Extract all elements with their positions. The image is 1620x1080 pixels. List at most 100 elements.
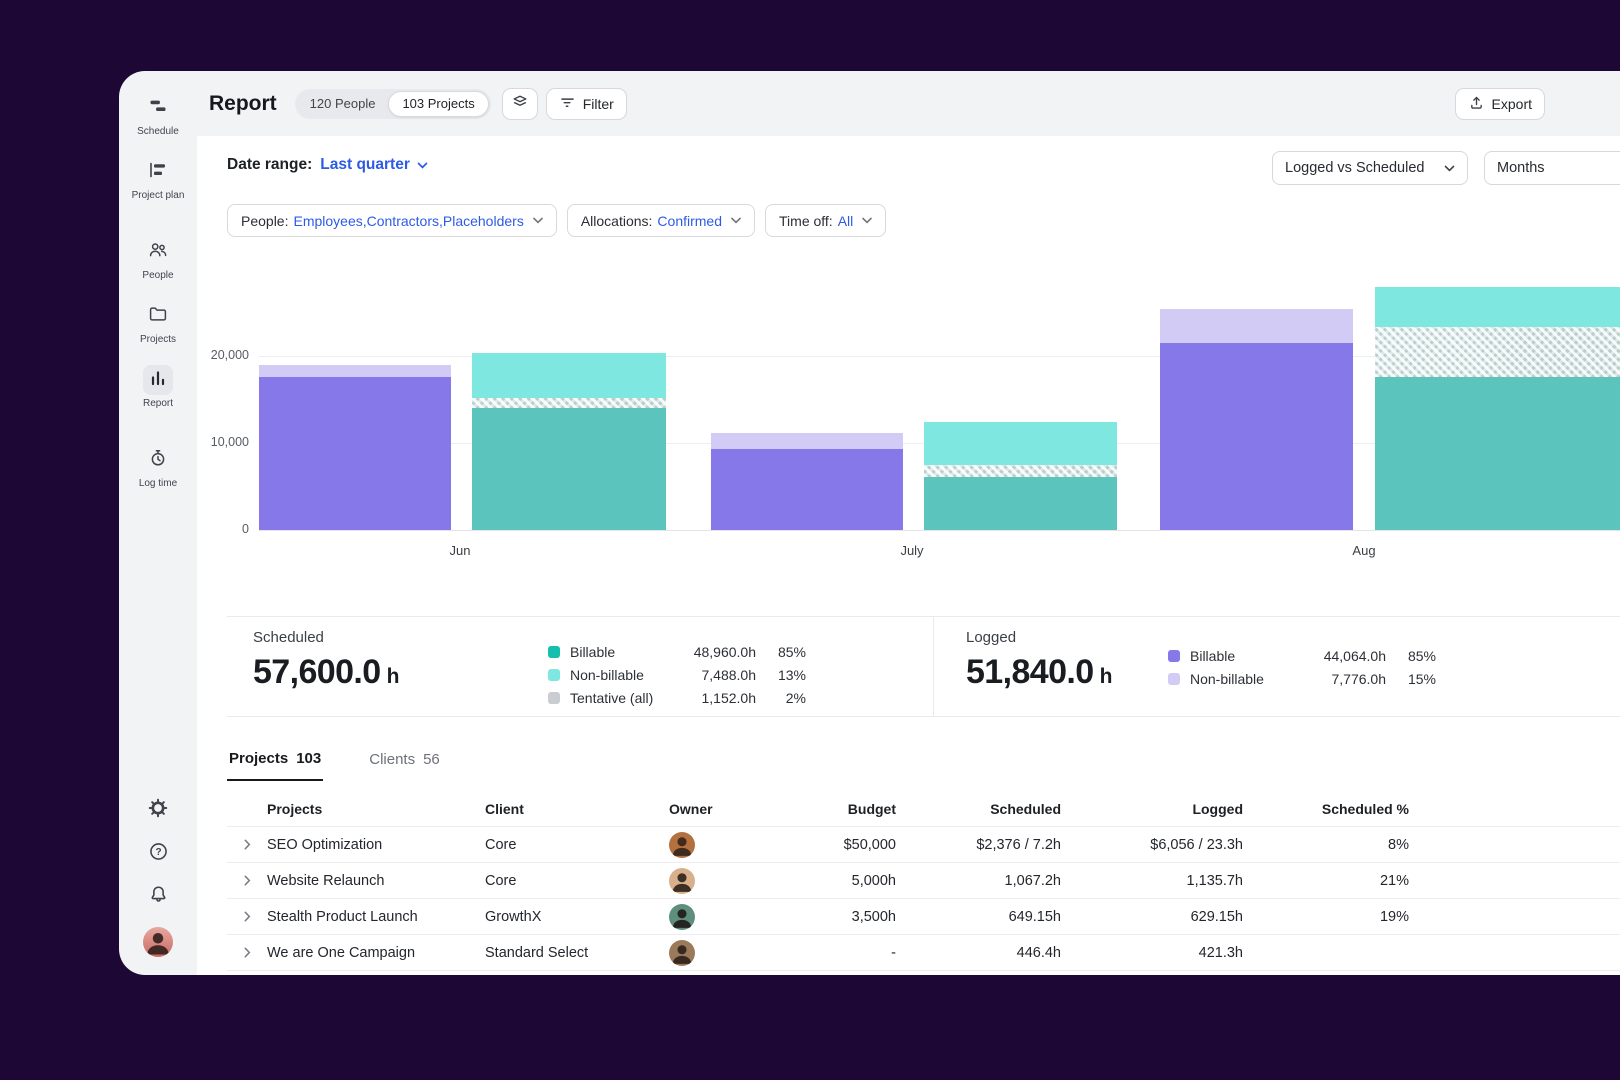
granularity-dropdown[interactable]: Months — [1484, 151, 1620, 185]
project-name: We are One Campaign — [267, 944, 416, 961]
scheduled-billable-segment — [472, 408, 666, 530]
x-tick-july: July — [900, 543, 924, 558]
schedule-icon — [148, 96, 168, 121]
app-window: Schedule Project plan People Projects Re… — [119, 71, 1620, 975]
col-scheduled-pct: Scheduled % — [1321, 800, 1409, 817]
owner-avatar[interactable] — [669, 903, 695, 930]
filter-button[interactable]: Filter — [545, 87, 627, 120]
toggle-projects[interactable]: 103 Projects — [388, 90, 489, 117]
chip-value: Confirmed — [657, 212, 723, 229]
sidebar-item-label: Log time — [138, 478, 178, 489]
logged-non-billable-segment — [711, 433, 903, 450]
logged-summary: Logged 51,840.0 h Billable 44,064.0h 85% … — [933, 617, 1620, 716]
logged-non-billable-segment — [259, 364, 451, 377]
scheduled-tentative-segment — [924, 464, 1117, 477]
date-range-control[interactable]: Date range: Last quarter — [227, 156, 428, 174]
scheduled-billable-segment — [924, 476, 1117, 530]
expand-chevron-icon[interactable] — [227, 911, 267, 922]
projects-table: Projects Client Owner Budget Scheduled L… — [227, 791, 1620, 971]
scheduled-tentative-segment — [1375, 326, 1620, 377]
table-row[interactable]: Website Relaunch Core 5,000h 1,067.2h 1,… — [227, 863, 1620, 899]
scheduled-bar-july[interactable] — [924, 421, 1117, 530]
sidebar-item-people[interactable]: People — [142, 237, 174, 281]
expand-chevron-icon[interactable] — [227, 947, 267, 958]
tab-clients[interactable]: Clients 56 — [367, 748, 442, 781]
client-name: Standard Select — [485, 944, 589, 961]
notifications-bell-icon[interactable] — [148, 884, 169, 910]
scheduled-summary: Scheduled 57,600.0 h Billable 48,960.0h 8… — [227, 617, 933, 716]
scheduled-non-billable-segment — [472, 353, 666, 399]
people-filter-chip[interactable]: People: Employees,Contractors,Placeholde… — [227, 204, 557, 237]
table-header-row: Projects Client Owner Budget Scheduled L… — [227, 791, 1620, 827]
granularity-value: Months — [1497, 160, 1545, 176]
svg-text:?: ? — [155, 847, 161, 858]
tab-count: 56 — [423, 751, 440, 768]
x-tick-jun: Jun — [449, 543, 471, 558]
table-row[interactable]: We are One Campaign Standard Select - 44… — [227, 935, 1620, 971]
projects-icon — [148, 304, 168, 329]
sidebar-item-projects[interactable]: Projects — [140, 301, 176, 345]
scheduled-tentative-segment — [472, 398, 666, 409]
report-icon — [148, 368, 168, 393]
owner-avatar[interactable] — [669, 939, 695, 966]
legend-row: Billable 44,064.0h 85% — [1168, 644, 1436, 667]
y-tick: 10,000 — [210, 435, 249, 449]
tab-projects[interactable]: Projects 103 — [227, 748, 324, 781]
legend-row: Non-billable 7,776.0h 15% — [1168, 667, 1436, 690]
expand-chevron-icon[interactable] — [227, 875, 267, 886]
logged-billable-segment — [259, 376, 451, 530]
help-icon[interactable]: ? — [148, 841, 169, 867]
view-mode-dropdown[interactable]: Logged vs Scheduled — [1272, 151, 1468, 185]
sidebar-item-schedule[interactable]: Schedule — [137, 93, 179, 137]
col-scheduled: Scheduled — [990, 800, 1061, 817]
tab-count: 103 — [296, 750, 322, 767]
filter-chips: People: Employees,Contractors,Placeholde… — [227, 204, 887, 237]
sidebar: Schedule Project plan People Projects Re… — [119, 71, 197, 975]
logged-label: Logged — [966, 629, 1017, 646]
sidebar-item-report[interactable]: Report — [142, 365, 173, 409]
allocations-filter-chip[interactable]: Allocations: Confirmed — [566, 204, 756, 237]
logged-bar-jun[interactable] — [259, 364, 451, 530]
toggle-people[interactable]: 120 People — [309, 96, 376, 111]
chip-label: People: — [241, 212, 289, 229]
scheduled-non-billable-segment — [924, 421, 1117, 465]
scheduled-legend: Billable 48,960.0h 85% Non-billable 7,48… — [548, 640, 806, 709]
date-range-value: Last quarter — [320, 156, 410, 173]
logged-bar-july[interactable] — [711, 433, 903, 530]
filter-icon — [559, 94, 576, 114]
logged-bar-aug[interactable] — [1160, 309, 1353, 530]
view-mode-value: Logged vs Scheduled — [1285, 160, 1425, 176]
logged-billable-segment — [711, 449, 903, 530]
settings-gear-icon[interactable] — [147, 797, 169, 824]
filter-button-label: Filter — [582, 95, 614, 112]
scheduled-bar-aug[interactable] — [1375, 286, 1620, 530]
chip-value: All — [837, 212, 854, 229]
non-billable-swatch — [1168, 672, 1180, 685]
group-by-button[interactable] — [501, 87, 538, 120]
log-time-icon — [148, 448, 168, 473]
legend-row: Billable 48,960.0h 85% — [548, 640, 806, 663]
client-name: Core — [485, 872, 517, 889]
chip-value: Employees,Contractors,Placeholders — [293, 212, 524, 229]
billable-swatch — [1168, 649, 1180, 662]
export-button[interactable]: Export — [1454, 87, 1545, 120]
gridline-20000 — [259, 356, 1620, 357]
topbar: Report 120 People 103 Projects Filter — [197, 71, 1620, 136]
y-tick: 20,000 — [210, 348, 249, 362]
timeoff-filter-chip[interactable]: Time off: All — [765, 204, 887, 237]
people-projects-toggle: 120 People 103 Projects — [294, 88, 491, 119]
table-row[interactable]: Stealth Product Launch GrowthX 3,500h 64… — [227, 899, 1620, 935]
scheduled-bar-jun[interactable] — [472, 353, 666, 530]
sidebar-item-project-plan[interactable]: Project plan — [132, 157, 184, 201]
logged-total: 51,840.0 h — [966, 653, 1112, 691]
user-avatar[interactable] — [143, 927, 173, 957]
summary-section: Scheduled 57,600.0 h Billable 48,960.0h 8… — [227, 616, 1620, 717]
client-name: GrowthX — [485, 908, 542, 925]
col-budget: Budget — [847, 800, 896, 817]
owner-avatar[interactable] — [669, 867, 695, 894]
owner-avatar[interactable] — [669, 831, 695, 858]
table-row[interactable]: SEO Optimization Core $50,000 $2,376 / 7… — [227, 827, 1620, 863]
expand-chevron-icon[interactable] — [227, 839, 267, 850]
col-client: Client — [485, 800, 524, 817]
sidebar-item-log-time[interactable]: Log time — [139, 445, 177, 489]
